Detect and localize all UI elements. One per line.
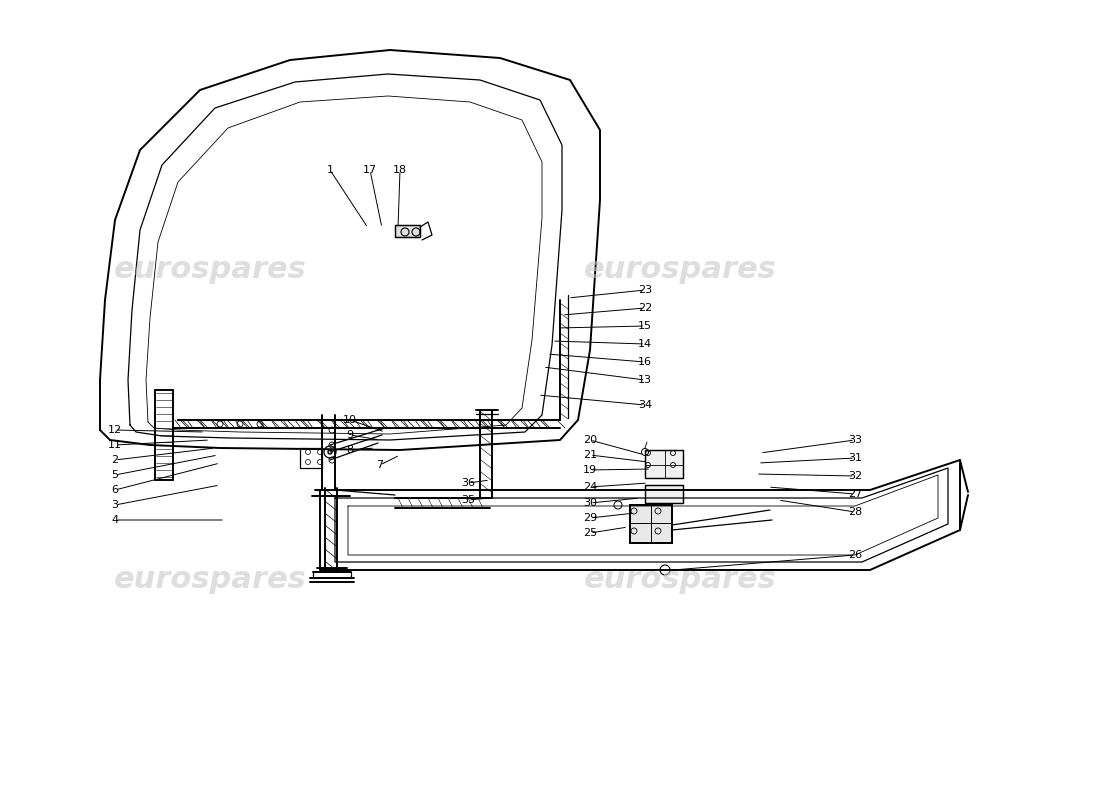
Text: eurospares: eurospares <box>113 566 307 594</box>
Text: 7: 7 <box>376 460 384 470</box>
Text: 17: 17 <box>363 165 377 175</box>
Text: 20: 20 <box>583 435 597 445</box>
Bar <box>645 485 683 503</box>
Text: 33: 33 <box>848 435 862 445</box>
Bar <box>630 505 672 543</box>
Text: 2: 2 <box>111 455 119 465</box>
Text: 8: 8 <box>346 445 353 455</box>
Text: eurospares: eurospares <box>584 566 777 594</box>
Text: eurospares: eurospares <box>113 255 307 285</box>
Text: 16: 16 <box>638 357 652 367</box>
Bar <box>645 450 683 478</box>
Text: 14: 14 <box>638 339 652 349</box>
Text: 28: 28 <box>848 507 862 517</box>
Text: 3: 3 <box>111 500 119 510</box>
Text: 31: 31 <box>848 453 862 463</box>
Text: 36: 36 <box>461 478 475 488</box>
Text: 21: 21 <box>583 450 597 460</box>
Text: 34: 34 <box>638 400 652 410</box>
Text: 35: 35 <box>461 495 475 505</box>
Text: 10: 10 <box>343 415 358 425</box>
Text: 26: 26 <box>848 550 862 560</box>
Bar <box>300 448 322 468</box>
Text: 29: 29 <box>583 513 597 523</box>
Text: eurospares: eurospares <box>584 255 777 285</box>
Text: 4: 4 <box>111 515 119 525</box>
Text: 30: 30 <box>583 498 597 508</box>
Text: 23: 23 <box>638 285 652 295</box>
Circle shape <box>328 450 332 454</box>
Text: 32: 32 <box>848 471 862 481</box>
Text: 22: 22 <box>638 303 652 313</box>
Circle shape <box>616 503 619 506</box>
Text: 18: 18 <box>393 165 407 175</box>
Text: 15: 15 <box>638 321 652 331</box>
Text: 24: 24 <box>583 482 597 492</box>
Text: 19: 19 <box>583 465 597 475</box>
Text: 11: 11 <box>108 440 122 450</box>
Text: 13: 13 <box>638 375 652 385</box>
Text: 27: 27 <box>848 489 862 499</box>
Bar <box>645 485 683 503</box>
Text: 25: 25 <box>583 528 597 538</box>
Text: 12: 12 <box>108 425 122 435</box>
Bar <box>395 225 420 237</box>
Text: 1: 1 <box>327 165 333 175</box>
Bar <box>630 505 672 543</box>
Text: 5: 5 <box>111 470 119 480</box>
Text: 6: 6 <box>111 485 119 495</box>
Bar <box>395 225 420 237</box>
Bar <box>645 450 683 478</box>
Text: 9: 9 <box>346 430 353 440</box>
